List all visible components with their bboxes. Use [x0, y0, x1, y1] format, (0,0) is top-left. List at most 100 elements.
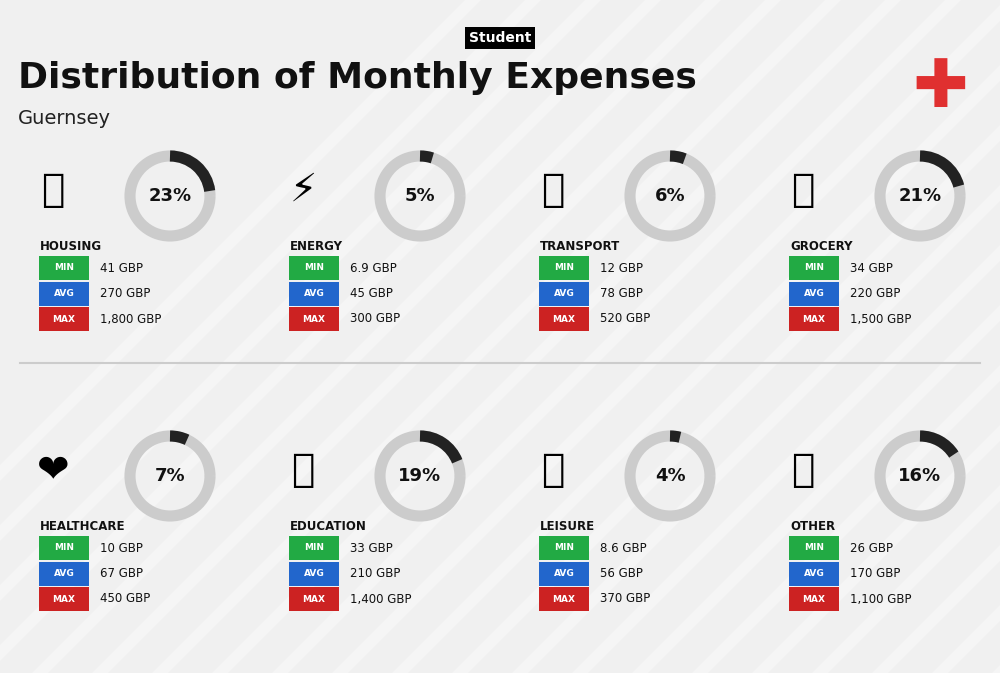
Text: 🛍: 🛍: [541, 451, 565, 489]
Text: 7%: 7%: [155, 467, 185, 485]
Text: 1,500 GBP: 1,500 GBP: [850, 312, 911, 326]
Text: MAX: MAX: [302, 594, 325, 604]
Text: 🚌: 🚌: [541, 171, 565, 209]
Text: 270 GBP: 270 GBP: [100, 287, 150, 300]
Text: ❤: ❤: [37, 451, 69, 489]
FancyBboxPatch shape: [39, 307, 89, 331]
Text: EDUCATION: EDUCATION: [290, 520, 367, 533]
FancyBboxPatch shape: [39, 561, 89, 586]
Text: MIN: MIN: [804, 544, 824, 553]
Text: 520 GBP: 520 GBP: [600, 312, 650, 326]
Text: 1,800 GBP: 1,800 GBP: [100, 312, 161, 326]
FancyBboxPatch shape: [539, 281, 589, 306]
Text: 33 GBP: 33 GBP: [350, 542, 393, 555]
Text: Distribution of Monthly Expenses: Distribution of Monthly Expenses: [18, 61, 697, 95]
Text: 41 GBP: 41 GBP: [100, 262, 143, 275]
Text: 6%: 6%: [655, 187, 685, 205]
Text: AVG: AVG: [554, 289, 574, 298]
FancyBboxPatch shape: [539, 256, 589, 280]
Text: AVG: AVG: [54, 289, 74, 298]
FancyBboxPatch shape: [39, 281, 89, 306]
Text: 23%: 23%: [148, 187, 192, 205]
FancyBboxPatch shape: [539, 536, 589, 560]
Text: 8.6 GBP: 8.6 GBP: [600, 542, 647, 555]
Text: 45 GBP: 45 GBP: [350, 287, 393, 300]
Text: 1,100 GBP: 1,100 GBP: [850, 592, 912, 606]
Text: 78 GBP: 78 GBP: [600, 287, 643, 300]
Text: 5%: 5%: [405, 187, 435, 205]
Text: MAX: MAX: [552, 594, 576, 604]
Text: GROCERY: GROCERY: [790, 240, 852, 253]
Text: ENERGY: ENERGY: [290, 240, 343, 253]
Text: TRANSPORT: TRANSPORT: [540, 240, 620, 253]
Text: 210 GBP: 210 GBP: [350, 567, 400, 580]
Text: AVG: AVG: [304, 569, 324, 578]
Text: AVG: AVG: [304, 289, 324, 298]
FancyBboxPatch shape: [39, 536, 89, 560]
Text: HOUSING: HOUSING: [40, 240, 102, 253]
FancyBboxPatch shape: [39, 587, 89, 611]
FancyBboxPatch shape: [289, 536, 339, 560]
Text: MAX: MAX: [52, 314, 76, 324]
Text: 370 GBP: 370 GBP: [600, 592, 650, 606]
Text: 19%: 19%: [398, 467, 442, 485]
Text: MAX: MAX: [802, 594, 826, 604]
Text: MIN: MIN: [54, 264, 74, 273]
Text: 34 GBP: 34 GBP: [850, 262, 893, 275]
FancyBboxPatch shape: [289, 256, 339, 280]
FancyBboxPatch shape: [789, 256, 839, 280]
FancyBboxPatch shape: [289, 587, 339, 611]
Text: MIN: MIN: [54, 544, 74, 553]
Text: MIN: MIN: [554, 544, 574, 553]
Text: ⚡: ⚡: [289, 171, 317, 209]
Text: 🏢: 🏢: [41, 171, 65, 209]
Text: 220 GBP: 220 GBP: [850, 287, 900, 300]
Text: 10 GBP: 10 GBP: [100, 542, 143, 555]
Text: HEALTHCARE: HEALTHCARE: [40, 520, 126, 533]
Text: 170 GBP: 170 GBP: [850, 567, 900, 580]
FancyBboxPatch shape: [789, 561, 839, 586]
Text: 16%: 16%: [898, 467, 942, 485]
Text: LEISURE: LEISURE: [540, 520, 595, 533]
Text: 4%: 4%: [655, 467, 685, 485]
Text: 26 GBP: 26 GBP: [850, 542, 893, 555]
FancyBboxPatch shape: [789, 587, 839, 611]
FancyBboxPatch shape: [39, 256, 89, 280]
Text: 🎓: 🎓: [291, 451, 315, 489]
Text: MAX: MAX: [302, 314, 325, 324]
Text: 450 GBP: 450 GBP: [100, 592, 150, 606]
Text: AVG: AVG: [54, 569, 74, 578]
FancyBboxPatch shape: [289, 281, 339, 306]
Text: AVG: AVG: [804, 569, 824, 578]
FancyBboxPatch shape: [539, 307, 589, 331]
FancyBboxPatch shape: [789, 536, 839, 560]
Text: OTHER: OTHER: [790, 520, 835, 533]
Text: Student: Student: [469, 31, 531, 45]
Text: AVG: AVG: [804, 289, 824, 298]
Text: 💰: 💰: [791, 451, 815, 489]
Text: 67 GBP: 67 GBP: [100, 567, 143, 580]
Text: 56 GBP: 56 GBP: [600, 567, 643, 580]
FancyBboxPatch shape: [789, 307, 839, 331]
Text: MAX: MAX: [552, 314, 576, 324]
FancyBboxPatch shape: [289, 561, 339, 586]
Text: ✚: ✚: [912, 55, 968, 121]
Text: AVG: AVG: [554, 569, 574, 578]
Text: MAX: MAX: [52, 594, 76, 604]
Text: MIN: MIN: [304, 544, 324, 553]
FancyBboxPatch shape: [539, 561, 589, 586]
Text: MIN: MIN: [554, 264, 574, 273]
Text: 21%: 21%: [898, 187, 942, 205]
Text: MIN: MIN: [304, 264, 324, 273]
FancyBboxPatch shape: [789, 281, 839, 306]
Text: 300 GBP: 300 GBP: [350, 312, 400, 326]
Text: 6.9 GBP: 6.9 GBP: [350, 262, 397, 275]
Text: Guernsey: Guernsey: [18, 108, 111, 127]
FancyBboxPatch shape: [539, 587, 589, 611]
FancyBboxPatch shape: [289, 307, 339, 331]
Text: 12 GBP: 12 GBP: [600, 262, 643, 275]
Text: 🛒: 🛒: [791, 171, 815, 209]
Text: MIN: MIN: [804, 264, 824, 273]
Text: MAX: MAX: [802, 314, 826, 324]
Text: 1,400 GBP: 1,400 GBP: [350, 592, 412, 606]
